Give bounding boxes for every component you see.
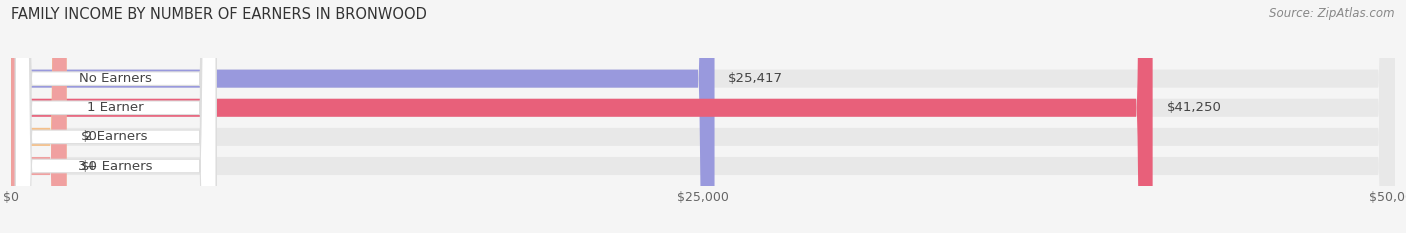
Text: Source: ZipAtlas.com: Source: ZipAtlas.com <box>1270 7 1395 20</box>
FancyBboxPatch shape <box>11 0 1395 233</box>
Text: $25,417: $25,417 <box>728 72 783 85</box>
FancyBboxPatch shape <box>11 0 1395 233</box>
FancyBboxPatch shape <box>11 0 714 233</box>
FancyBboxPatch shape <box>11 0 66 233</box>
FancyBboxPatch shape <box>11 0 1395 233</box>
Text: 3+ Earners: 3+ Earners <box>79 160 153 172</box>
Text: FAMILY INCOME BY NUMBER OF EARNERS IN BRONWOOD: FAMILY INCOME BY NUMBER OF EARNERS IN BR… <box>11 7 427 22</box>
FancyBboxPatch shape <box>15 0 217 233</box>
FancyBboxPatch shape <box>15 0 217 233</box>
FancyBboxPatch shape <box>15 0 217 233</box>
Text: $0: $0 <box>80 130 97 143</box>
Text: $41,250: $41,250 <box>1167 101 1222 114</box>
Text: No Earners: No Earners <box>79 72 152 85</box>
Text: 1 Earner: 1 Earner <box>87 101 143 114</box>
FancyBboxPatch shape <box>15 0 217 233</box>
FancyBboxPatch shape <box>11 0 1153 233</box>
Text: $0: $0 <box>80 160 97 172</box>
FancyBboxPatch shape <box>11 0 1395 233</box>
Text: 2 Earners: 2 Earners <box>84 130 148 143</box>
FancyBboxPatch shape <box>11 0 66 233</box>
